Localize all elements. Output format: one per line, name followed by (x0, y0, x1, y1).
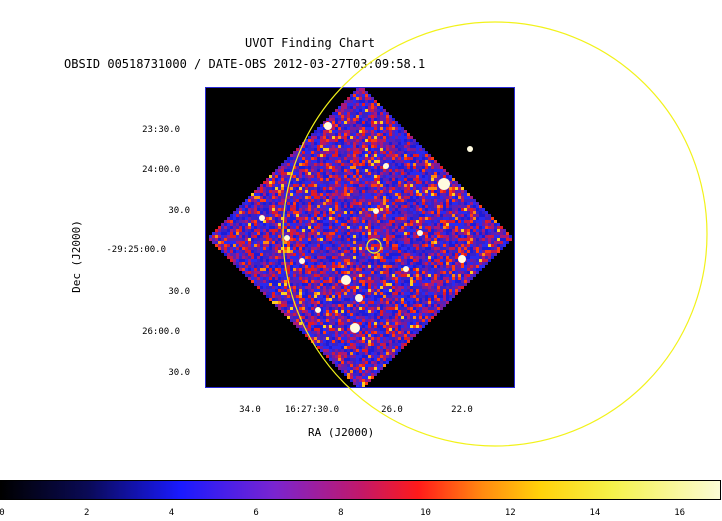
dec-tick-label: -29:25:00.0 (106, 245, 166, 255)
star (467, 146, 473, 152)
dec-tick-label: 26:00.0 (142, 327, 180, 337)
star (299, 258, 305, 264)
x-axis-label: RA (J2000) (308, 426, 375, 439)
ra-tick-label: 16:27:30.0 (284, 405, 340, 415)
noise-pixels (209, 88, 512, 387)
colorbar-tick-label: 6 (253, 508, 259, 518)
dec-tick-label: 23:30.0 (142, 125, 180, 135)
colorbar-tick-label: 0 (0, 508, 5, 518)
sky-image (209, 88, 512, 387)
dec-tick-label: 30.0 (168, 287, 190, 297)
ra-tick-label: 26.0 (381, 405, 403, 415)
dec-tick-label: 30.0 (168, 368, 190, 378)
star (341, 275, 351, 285)
chart-subtitle: OBSID 00518731000 / DATE-OBS 2012-03-27T… (64, 57, 426, 71)
colorbar-tick-label: 12 (504, 508, 516, 518)
dec-tick-label: 30.0 (168, 206, 190, 216)
sky-image-frame (205, 87, 515, 388)
colorbar-tick-label: 2 (83, 508, 90, 518)
colorbar-tick-label: 4 (168, 508, 175, 518)
colorbar-tick-label: 10 (420, 508, 431, 518)
star (324, 122, 332, 130)
star (383, 163, 389, 169)
star (259, 215, 265, 221)
ra-tick-label: 34.0 (239, 405, 261, 415)
star (403, 266, 409, 272)
star (438, 178, 450, 190)
y-axis-label: Dec (J2000) (69, 220, 83, 293)
dec-tick-label: 24:00.0 (142, 165, 180, 175)
colorbar-tick-label: 8 (338, 508, 344, 518)
colorbar (0, 480, 721, 500)
ra-tick-label: 22.0 (451, 405, 473, 415)
star (315, 307, 321, 313)
star (350, 323, 360, 333)
colorbar-tick-label: 16 (674, 508, 686, 518)
chart-title: UVOT Finding Chart (244, 36, 376, 50)
star (458, 255, 466, 263)
star (355, 294, 363, 302)
star (417, 230, 423, 236)
colorbar-tick-label: 14 (589, 508, 601, 518)
star (284, 235, 290, 241)
star (373, 208, 379, 214)
